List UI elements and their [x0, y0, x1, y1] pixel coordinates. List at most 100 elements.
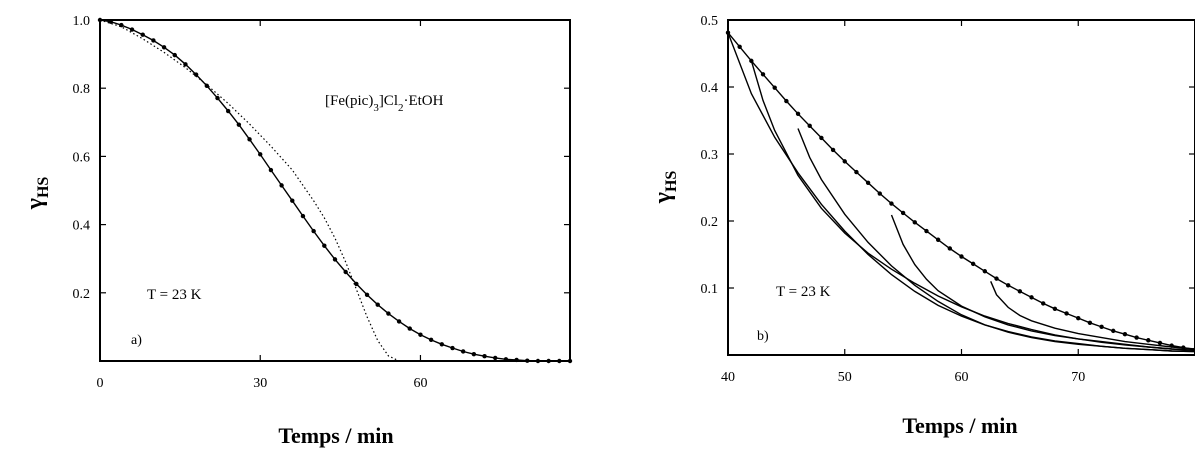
data-point: [1017, 289, 1023, 294]
data-point: [1099, 324, 1104, 330]
data-point: [1076, 315, 1081, 321]
x-tick-label: 0: [97, 376, 104, 391]
data-point: [407, 326, 412, 331]
data-point: [819, 135, 824, 141]
data-point: [784, 98, 789, 104]
data-point: [1146, 338, 1151, 343]
x-axis-title-b: Temps / min: [902, 413, 1017, 438]
data-point: [830, 147, 836, 153]
data-point: [1157, 340, 1163, 346]
data-point: [460, 349, 466, 354]
temperature-annotation-b: T = 23 K: [776, 284, 831, 300]
data-point: [140, 32, 145, 37]
x-tick-label: 30: [253, 376, 267, 391]
plot-frame-b: [727, 19, 1195, 356]
y-tick-label: 0.5: [701, 14, 719, 29]
data-point: [912, 220, 917, 225]
data-point: [924, 228, 929, 234]
data-point: [450, 345, 455, 351]
data-point: [247, 137, 252, 142]
series-line-3: [750, 60, 1195, 351]
data-point: [1052, 306, 1058, 311]
y-tick-label: 0.4: [701, 81, 719, 96]
data-point: [947, 246, 953, 251]
x-tick-label: 60: [955, 370, 969, 385]
data-point: [503, 357, 509, 362]
data-point: [300, 213, 306, 219]
data-point: [129, 27, 135, 32]
x-tick-label: 60: [413, 376, 427, 391]
data-point: [279, 183, 284, 188]
data-point: [332, 257, 338, 262]
data-point: [514, 357, 519, 363]
data-point: [749, 58, 754, 64]
y-tick-label: 0.8: [73, 82, 91, 97]
data-point: [982, 269, 988, 274]
data-point: [193, 72, 199, 77]
data-point: [204, 83, 210, 89]
data-point: [482, 354, 487, 359]
data-point: [842, 159, 847, 164]
data-point: [236, 122, 242, 127]
data-point: [807, 123, 812, 129]
y-tick-label: 0.3: [701, 148, 719, 163]
data-point: [343, 269, 348, 275]
chart-panel-a: 0 30 60 0.2 0.4 0.6 0.8 1.0 [Fe(pic)3]Cl2·EtOH…: [22, 14, 573, 448]
data-point: [877, 191, 882, 196]
data-point: [215, 95, 220, 101]
data-point: [396, 319, 402, 324]
data-point: [889, 201, 894, 206]
data-point: [1029, 295, 1034, 300]
y-axis-title-a: γHS: [22, 177, 52, 211]
y-tick-label: 0.6: [73, 150, 91, 165]
data-point: [1134, 335, 1139, 340]
panel-label-a: a): [131, 333, 142, 348]
x-tick-label: 70: [1071, 370, 1085, 385]
data-point: [1006, 283, 1011, 288]
data-point: [172, 52, 177, 58]
series-line-4: [797, 128, 1195, 353]
y-tick-label: 0.1: [701, 282, 719, 297]
y-tick-label: 1.0: [73, 14, 91, 29]
x-tick-label: 50: [838, 370, 852, 385]
data-point: [994, 276, 999, 281]
data-point: [108, 19, 113, 24]
data-point: [557, 358, 562, 364]
data-point: [795, 111, 801, 117]
data-point: [471, 351, 477, 357]
data-point: [161, 45, 167, 50]
data-point: [535, 358, 541, 364]
data-point: [386, 311, 391, 316]
compound-label: [Fe(pic)3]Cl2·EtOH: [325, 93, 444, 114]
plot-frame-a: [99, 19, 571, 362]
series-line-2: [99, 19, 400, 362]
data-point: [268, 167, 274, 173]
data-point: [439, 342, 445, 347]
data-point: [258, 152, 263, 157]
data-point: [428, 337, 434, 343]
y-axis-title-b: γHS: [650, 171, 680, 205]
x-tick-label: 40: [721, 370, 735, 385]
data-point: [311, 228, 316, 234]
data-point: [290, 198, 295, 203]
series-line-1: [99, 19, 570, 362]
data-point: [854, 169, 859, 175]
temperature-annotation-a: T = 23 K: [147, 287, 202, 303]
data-point: [865, 180, 871, 186]
y-tick-label: 0.2: [73, 287, 91, 302]
data-point: [970, 261, 976, 267]
data-point: [1064, 311, 1069, 316]
data-point: [546, 358, 551, 364]
data-point: [183, 62, 188, 67]
data-point: [737, 44, 742, 49]
data-point: [900, 210, 906, 216]
y-tick-label: 0.2: [701, 215, 719, 230]
series-line-1: [727, 32, 1195, 351]
series-line-6: [990, 281, 1195, 350]
data-point: [225, 108, 231, 114]
data-point: [151, 38, 156, 43]
data-point: [493, 355, 498, 361]
data-point: [1087, 320, 1093, 326]
series-line-2: [727, 32, 1195, 353]
